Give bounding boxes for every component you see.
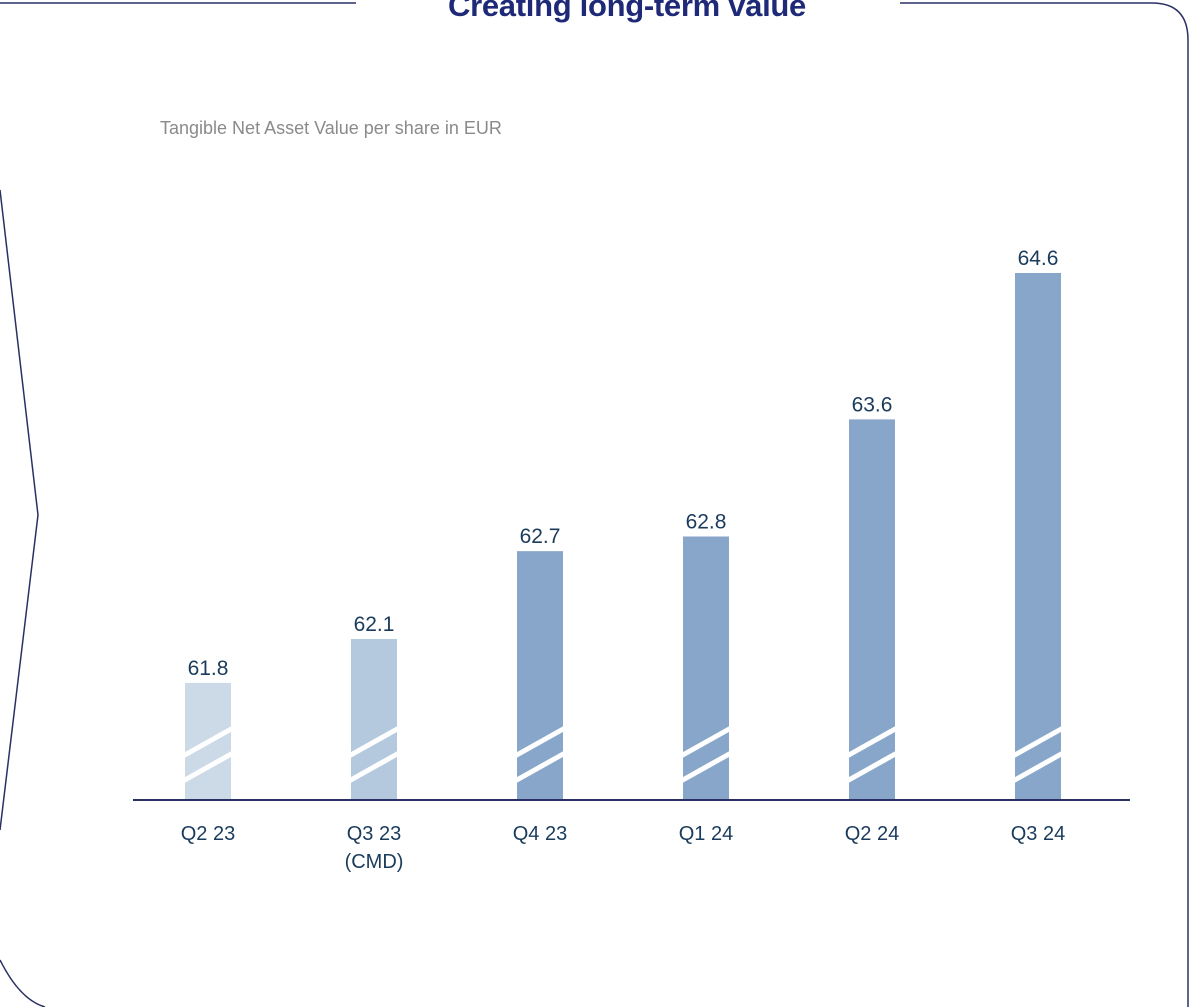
axis-break-mark xyxy=(181,725,235,759)
axis-break-mark xyxy=(845,725,899,759)
data-label: 62.7 xyxy=(520,525,561,548)
x-tick-label: (CMD) xyxy=(345,851,404,873)
data-label: 64.6 xyxy=(1018,247,1059,270)
axis-break-mark xyxy=(845,750,899,784)
axis-break-mark xyxy=(1011,725,1065,759)
axis-break-mark xyxy=(1011,750,1065,784)
x-tick-label: Q3 23 xyxy=(347,823,401,845)
data-label: 62.8 xyxy=(686,511,727,534)
axis-break-mark xyxy=(347,725,401,759)
axis-break-mark xyxy=(679,725,733,759)
axis-break-mark xyxy=(181,750,235,784)
x-tick-label: Q2 23 xyxy=(181,823,235,845)
bars-layer xyxy=(181,273,1065,800)
slide-title: Creating long-term value xyxy=(448,0,806,23)
bar xyxy=(1015,273,1061,800)
axis-break-mark xyxy=(513,750,567,784)
x-tick-label: Q1 24 xyxy=(679,823,733,845)
labels-layer: 61.8 Q2 23 62.1 Q3 23 (CMD) 62.7 Q4 23 62.8 Q1 2… xyxy=(181,247,1065,873)
x-tick-label: Q2 24 xyxy=(845,823,899,845)
bar xyxy=(517,551,563,800)
x-tick-label: Q3 24 xyxy=(1011,823,1065,845)
data-label: 62.1 xyxy=(354,613,395,636)
x-tick-label: Q4 23 xyxy=(513,823,567,845)
data-label: 61.8 xyxy=(188,657,229,680)
bar xyxy=(849,419,895,800)
data-label: 63.6 xyxy=(852,393,893,416)
chart-subtitle: Tangible Net Asset Value per share in EU… xyxy=(160,118,502,138)
axis-break-mark xyxy=(347,750,401,784)
axis-break-mark xyxy=(679,750,733,784)
axis-break-mark xyxy=(513,725,567,759)
